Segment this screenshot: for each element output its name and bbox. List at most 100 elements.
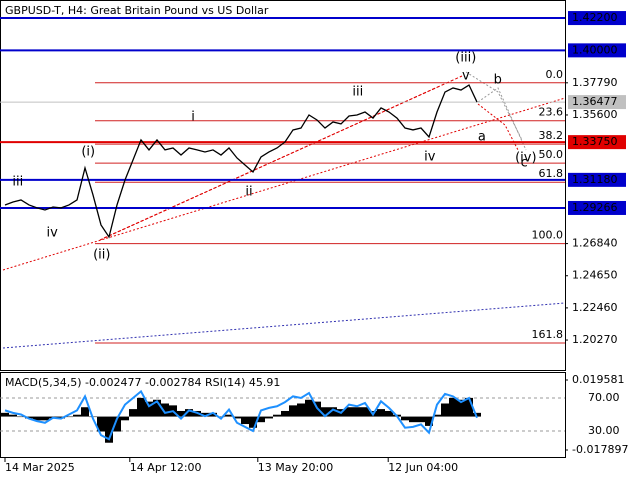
wave-label: (iii) — [455, 50, 476, 65]
wave-label: b — [494, 73, 502, 88]
price-line — [4, 84, 478, 239]
last-price-box — [568, 95, 626, 110]
macd-bar — [281, 410, 289, 417]
macd-bar — [153, 399, 161, 417]
macd-bar — [425, 416, 433, 426]
macd-bar — [289, 405, 297, 417]
macd-bar — [81, 407, 89, 417]
wave-label: a — [478, 129, 486, 144]
main-frame — [0, 0, 566, 371]
y-tick-label: 1.35600 — [572, 108, 618, 121]
y-tick-label: 1.22460 — [572, 301, 618, 314]
macd-bar — [417, 416, 425, 423]
y-tick-label: 1.26840 — [572, 237, 618, 250]
macd-frame — [0, 372, 566, 458]
macd-bar — [321, 407, 329, 417]
macd-bar — [225, 414, 233, 417]
macd-bar — [33, 416, 41, 421]
indicator-title: MACD(5,34,5) -0.002477 -0.002784 RSI(14)… — [5, 376, 280, 389]
macd-bar — [137, 397, 145, 417]
wave-label: v — [462, 69, 470, 84]
level-box — [568, 135, 626, 150]
macd-bar — [273, 414, 281, 417]
macd-bar — [345, 407, 353, 417]
chart-title: GBPUSD-T, H4: Great Britain Pound vs US … — [5, 4, 269, 17]
macd-bar — [121, 416, 129, 421]
macd-bar — [385, 410, 393, 417]
y-tick-label: 1.20270 — [572, 333, 618, 346]
macd-bar — [129, 409, 137, 417]
macd-bar — [473, 412, 481, 417]
y-tick-label: -0.017897 — [572, 443, 628, 456]
wave-label: (iv) — [515, 150, 536, 165]
level-label: 1.31180 — [572, 173, 618, 186]
macd-bar — [353, 407, 361, 417]
macd-bar — [305, 399, 313, 417]
y-tick-label: 1.24650 — [572, 269, 618, 282]
level-label: 1.33750 — [572, 135, 618, 148]
fib-label: 100.0 — [532, 229, 564, 242]
macd-bar — [441, 403, 449, 417]
macd-bar — [57, 416, 65, 419]
macd-bar — [297, 403, 305, 417]
macd-bar — [1, 412, 9, 417]
macd-bar — [433, 414, 441, 417]
fib-label: 161.8 — [532, 328, 564, 341]
macd-bar — [25, 416, 33, 419]
x-tick-label: 14 Apr 12:00 — [130, 461, 202, 474]
level-box — [568, 43, 626, 58]
channel-line — [103, 85, 441, 239]
wave-label: ii — [245, 184, 252, 199]
macd-bar — [201, 412, 209, 417]
wave-label: iv — [47, 226, 59, 241]
y2-tick-label: 30.00 — [588, 424, 620, 437]
fib-label: 61.8 — [539, 167, 564, 180]
macd-bar — [401, 416, 409, 421]
wave-label: i — [191, 110, 195, 125]
macd-bar — [41, 416, 49, 421]
macd-bar — [97, 416, 105, 432]
macd-bar — [209, 412, 217, 417]
x-tick-label: 12 Jun 04:00 — [388, 461, 458, 474]
y-tick-label: 1.37790 — [572, 76, 618, 89]
level-box — [568, 200, 626, 215]
macd-bar — [265, 416, 273, 419]
wave-label: (i) — [81, 144, 95, 159]
wave-label: iv — [424, 149, 436, 164]
macd-bar — [449, 397, 457, 417]
rsi-line — [4, 389, 478, 441]
level-box — [568, 11, 626, 26]
macd-bar — [17, 416, 25, 418]
x-tick-label: 13 May 20:00 — [258, 461, 333, 474]
fib-label: 50.0 — [539, 148, 564, 161]
macd-bar — [105, 416, 113, 443]
last-price-label: 1.36477 — [572, 95, 618, 108]
macd-bar — [377, 409, 385, 417]
fib-label: 38.2 — [539, 129, 564, 142]
macd-bar — [361, 407, 369, 417]
y-tick-label: 0.019581 — [572, 373, 625, 386]
macd-bar — [161, 403, 169, 417]
macd-bar — [217, 416, 225, 418]
trendline — [2, 97, 566, 271]
y2-tick-label: 70.00 — [588, 391, 620, 404]
macd-bar — [409, 416, 417, 423]
macd-bar — [465, 397, 473, 417]
macd-bar — [257, 416, 265, 423]
x-tick-label: 14 Mar 2025 — [5, 461, 75, 474]
wave-label: c — [521, 155, 528, 170]
trendline — [2, 302, 566, 349]
macd-bar — [241, 416, 249, 425]
projection — [477, 87, 527, 151]
macd-bar — [65, 416, 73, 418]
wave-label: iii — [12, 174, 23, 189]
macd-bar — [185, 409, 193, 417]
level-label: 1.40000 — [572, 43, 618, 56]
macd-bar — [233, 416, 241, 419]
macd-bar — [329, 407, 337, 417]
level-box — [568, 172, 626, 187]
macd-bar — [9, 414, 17, 417]
fib-label: 0.0 — [546, 68, 564, 81]
